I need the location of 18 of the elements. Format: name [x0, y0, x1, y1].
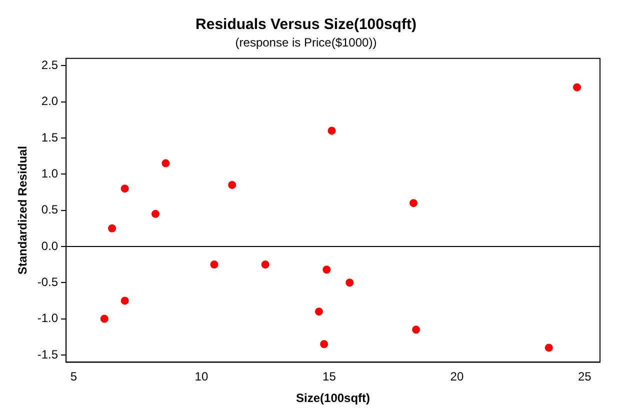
x-tick-label: 20 — [450, 370, 464, 384]
chart-title: Residuals Versus Size(100sqft) — [196, 16, 416, 34]
y-tick-label: -0.5 — [37, 274, 58, 289]
chart-subtitle: (response is Price($1000)) — [235, 36, 377, 50]
x-tick-label: 15 — [322, 370, 336, 384]
y-tick-label: 0.5 — [41, 202, 58, 217]
y-tick-label: -1.0 — [37, 311, 58, 326]
y-axis-title: Standardized Residual — [16, 146, 30, 275]
y-tick-label: 2.0 — [41, 94, 58, 108]
y-tick-label: 1.0 — [41, 166, 58, 180]
x-tick-label: 25 — [578, 370, 592, 384]
x-axis-title: Size(100sqft) — [296, 391, 370, 406]
x-tick-label: 5 — [70, 370, 78, 384]
x-tick-label: 10 — [194, 370, 208, 384]
y-tick-label: 0.0 — [41, 238, 58, 253]
y-tick-label: 1.5 — [41, 130, 58, 144]
y-tick-label: 2.5 — [41, 58, 58, 72]
y-tick-label: -1.5 — [37, 347, 58, 362]
